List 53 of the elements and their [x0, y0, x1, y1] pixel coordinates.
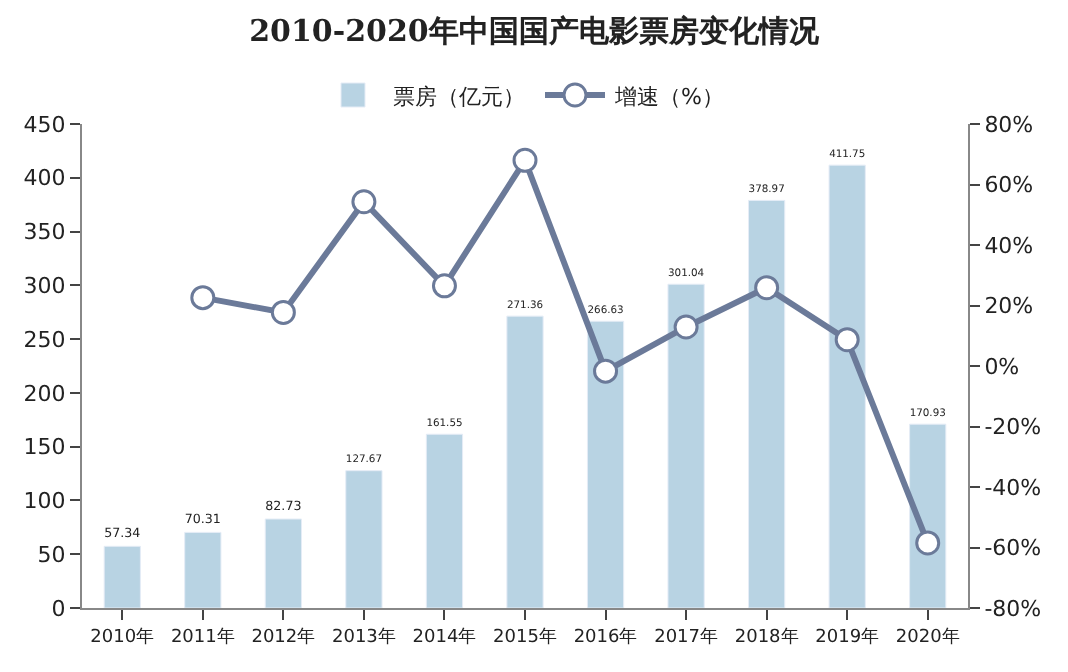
bar — [103, 545, 141, 608]
point — [190, 285, 216, 311]
y-tick-label: 400 — [23, 165, 66, 192]
y-tick-label: 300 — [23, 273, 66, 300]
x-tick-label: 2012年 — [251, 625, 316, 648]
point — [431, 273, 457, 299]
y2-tick-label: -20% — [984, 414, 1042, 441]
y-tick-label: 50 — [37, 541, 66, 568]
bar — [506, 315, 544, 608]
x-tick-label: 2011年 — [170, 625, 235, 648]
chart-title: 2010-2020年中国国产电影票房变化情况 — [249, 13, 821, 50]
y-tick-label: 350 — [23, 219, 66, 246]
y-tick-label: 450 — [23, 111, 66, 138]
x-tick-label: 2015年 — [493, 625, 557, 648]
point — [915, 530, 941, 556]
bar — [828, 164, 866, 608]
x-tick-label: 2018年 — [734, 625, 799, 648]
y2-tick-label: -80% — [984, 595, 1042, 622]
point — [593, 358, 619, 384]
legend-label: 票房（亿元） — [393, 83, 525, 110]
y2-tick-label: -40% — [984, 474, 1042, 501]
x-tick-label: 2014年 — [412, 625, 477, 648]
y-tick-label: 100 — [23, 488, 66, 515]
point — [351, 189, 377, 215]
y-tick-label: 0 — [51, 595, 66, 622]
y2-tick-label: -60% — [984, 535, 1042, 562]
bar — [748, 199, 786, 608]
x-tick-label: 2017年 — [654, 625, 719, 648]
bar — [586, 320, 625, 608]
bar — [184, 531, 222, 608]
bar — [264, 518, 302, 608]
x-tick-label: 2013年 — [331, 625, 396, 648]
x-tick-label: 2010年 — [90, 625, 155, 648]
x-tick-label: 2020年 — [895, 625, 960, 648]
y2-tick-label: 20% — [984, 293, 1034, 320]
legend-label: 增速（%） — [613, 83, 724, 110]
y2-tick-label: 40% — [984, 232, 1034, 259]
point — [754, 275, 780, 301]
point — [270, 299, 296, 325]
bar — [345, 470, 383, 608]
bar — [425, 433, 464, 608]
point — [512, 147, 538, 173]
bar — [667, 283, 705, 608]
point — [673, 314, 699, 340]
y-tick-label: 250 — [23, 326, 66, 353]
x-tick-label: 2019年 — [815, 625, 880, 648]
x-tick-label: 2016年 — [573, 625, 638, 648]
y2-tick-label: 60% — [984, 172, 1034, 199]
y2-tick-label: 0% — [984, 353, 1020, 380]
point — [834, 327, 860, 353]
y-tick-label: 150 — [23, 434, 66, 461]
y-tick-label: 200 — [23, 380, 66, 407]
y2-tick-label: 80% — [984, 111, 1034, 138]
